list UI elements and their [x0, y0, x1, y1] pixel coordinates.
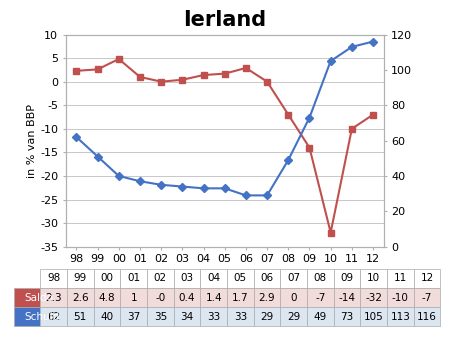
Y-axis label: in % van BBP: in % van BBP — [27, 104, 37, 178]
Schuld — [158, 183, 164, 187]
Saldo — [307, 146, 312, 150]
Schuld — [137, 179, 143, 183]
Text: Schuld: Schuld — [25, 312, 59, 322]
Saldo — [158, 80, 164, 84]
Schuld — [222, 186, 227, 190]
Saldo — [370, 112, 376, 117]
Line: Schuld: Schuld — [74, 39, 376, 198]
Schuld — [243, 193, 249, 197]
Saldo — [328, 230, 333, 235]
Schuld — [74, 135, 79, 139]
Schuld — [95, 155, 100, 159]
Schuld — [328, 59, 333, 63]
Schuld — [180, 185, 185, 189]
Schuld — [349, 45, 355, 49]
Saldo — [201, 73, 206, 77]
Schuld — [201, 186, 206, 190]
Saldo — [137, 75, 143, 79]
Text: Saldo: Saldo — [25, 293, 53, 303]
Saldo — [286, 112, 291, 117]
Title: Ierland: Ierland — [183, 10, 266, 30]
Schuld — [370, 40, 376, 44]
Schuld — [286, 158, 291, 162]
Saldo — [243, 66, 249, 70]
Saldo — [116, 57, 122, 61]
Schuld — [264, 193, 270, 197]
Line: Saldo: Saldo — [74, 56, 376, 235]
Saldo — [264, 80, 270, 84]
Saldo — [74, 69, 79, 73]
Saldo — [180, 78, 185, 82]
Saldo — [349, 127, 355, 131]
Schuld — [307, 116, 312, 120]
Schuld — [116, 174, 122, 178]
Saldo — [222, 71, 227, 76]
Saldo — [95, 67, 100, 71]
